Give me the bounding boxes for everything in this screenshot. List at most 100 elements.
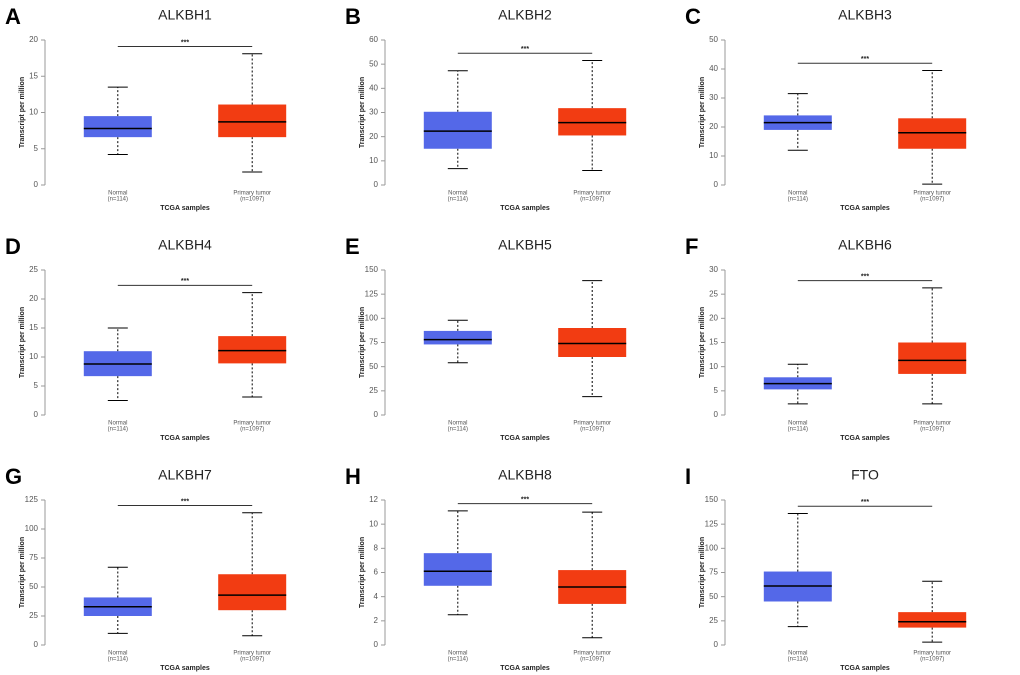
y-tick-label: 10: [369, 519, 378, 528]
y-tick-label: 125: [25, 495, 39, 504]
sample-size: (n=1097): [240, 427, 264, 433]
chart-title: ALKBH4: [158, 237, 212, 253]
x-tick-label: Primary tumor: [573, 651, 611, 657]
x-tick-label: Normal: [788, 651, 807, 657]
x-axis-label: TCGA samples: [500, 665, 550, 672]
sample-size: (n=1097): [240, 197, 264, 203]
x-axis-label: TCGA samples: [500, 435, 550, 442]
box: [558, 108, 627, 136]
box: [423, 553, 492, 586]
y-tick-label: 50: [369, 59, 378, 68]
y-tick-label: 0: [714, 640, 719, 649]
y-tick-label: 25: [369, 386, 378, 395]
y-tick-label: 30: [709, 265, 718, 274]
y-tick-label: 0: [34, 180, 39, 189]
x-axis-label: TCGA samples: [840, 435, 890, 442]
y-tick-label: 0: [374, 180, 379, 189]
panel-letter: F: [685, 234, 698, 259]
box: [218, 104, 287, 138]
chart-title: ALKBH3: [838, 7, 892, 23]
panel-letter: H: [345, 464, 361, 489]
y-axis-label: Transcript per million: [359, 537, 366, 608]
significance: ***: [181, 39, 189, 46]
significance: ***: [861, 273, 869, 280]
y-tick-label: 20: [29, 35, 38, 44]
y-tick-label: 20: [369, 132, 378, 141]
sample-size: (n=1097): [920, 197, 944, 203]
x-axis-label: TCGA samples: [840, 205, 890, 212]
box: [83, 116, 152, 138]
y-tick-label: 75: [369, 338, 378, 347]
sample-size: (n=1097): [240, 657, 264, 663]
y-tick-label: 100: [705, 543, 719, 552]
significance: ***: [861, 56, 869, 63]
y-tick-label: 0: [714, 410, 719, 419]
x-tick-label: Normal: [448, 421, 467, 427]
y-tick-label: 8: [374, 543, 379, 552]
y-tick-label: 125: [705, 519, 719, 528]
chart-title: ALKBH1: [158, 7, 212, 23]
y-tick-label: 50: [29, 582, 38, 591]
y-tick-label: 0: [714, 180, 719, 189]
y-tick-label: 5: [34, 144, 39, 153]
y-tick-label: 0: [374, 640, 379, 649]
y-tick-label: 15: [29, 323, 38, 332]
y-tick-label: 100: [365, 313, 379, 322]
sample-size: (n=114): [108, 657, 128, 663]
y-tick-label: 25: [29, 611, 38, 620]
y-tick-label: 0: [34, 640, 39, 649]
sample-size: (n=114): [788, 197, 808, 203]
y-tick-label: 75: [29, 553, 38, 562]
x-tick-label: Primary tumor: [233, 651, 271, 657]
chart-title: FTO: [851, 467, 879, 483]
panel-letter: E: [345, 234, 360, 259]
x-tick-label: Normal: [448, 191, 467, 197]
y-tick-label: 50: [369, 362, 378, 371]
y-tick-label: 150: [365, 265, 379, 274]
panel-letter: C: [685, 4, 701, 29]
x-tick-label: Normal: [108, 191, 127, 197]
y-tick-label: 150: [705, 495, 719, 504]
x-tick-label: Normal: [788, 421, 807, 427]
y-tick-label: 15: [709, 338, 718, 347]
sample-size: (n=114): [108, 197, 128, 203]
y-tick-label: 0: [374, 410, 379, 419]
significance: ***: [861, 499, 869, 506]
y-tick-label: 4: [374, 592, 379, 601]
x-tick-label: Normal: [108, 651, 127, 657]
y-tick-label: 40: [369, 83, 378, 92]
y-tick-label: 10: [709, 362, 718, 371]
y-tick-label: 6: [374, 568, 379, 577]
box: [423, 111, 492, 149]
sample-size: (n=114): [108, 427, 128, 433]
x-axis-label: TCGA samples: [500, 205, 550, 212]
y-tick-label: 2: [374, 616, 379, 625]
y-tick-label: 20: [709, 313, 718, 322]
y-tick-label: 25: [29, 265, 38, 274]
sample-size: (n=114): [448, 657, 468, 663]
sample-size: (n=114): [448, 427, 468, 433]
x-tick-label: Normal: [448, 651, 467, 657]
x-tick-label: Primary tumor: [573, 421, 611, 427]
box: [898, 612, 967, 628]
y-tick-label: 0: [34, 410, 39, 419]
y-axis-label: Transcript per million: [359, 307, 366, 378]
x-axis-label: TCGA samples: [840, 665, 890, 672]
y-tick-label: 25: [709, 289, 718, 298]
x-tick-label: Primary tumor: [913, 421, 951, 427]
panel-letter: G: [5, 464, 22, 489]
chart-title: ALKBH7: [158, 467, 212, 483]
y-tick-label: 12: [369, 495, 378, 504]
panel-letter: I: [685, 464, 691, 489]
y-axis-label: Transcript per million: [699, 307, 706, 378]
panel-letter: D: [5, 234, 21, 259]
y-axis-label: Transcript per million: [699, 77, 706, 148]
x-tick-label: Normal: [788, 191, 807, 197]
chart-title: ALKBH2: [498, 7, 552, 23]
y-tick-label: 30: [369, 108, 378, 117]
y-tick-label: 5: [34, 381, 39, 390]
y-tick-label: 15: [29, 71, 38, 80]
sample-size: (n=1097): [580, 657, 604, 663]
y-tick-label: 50: [709, 35, 718, 44]
